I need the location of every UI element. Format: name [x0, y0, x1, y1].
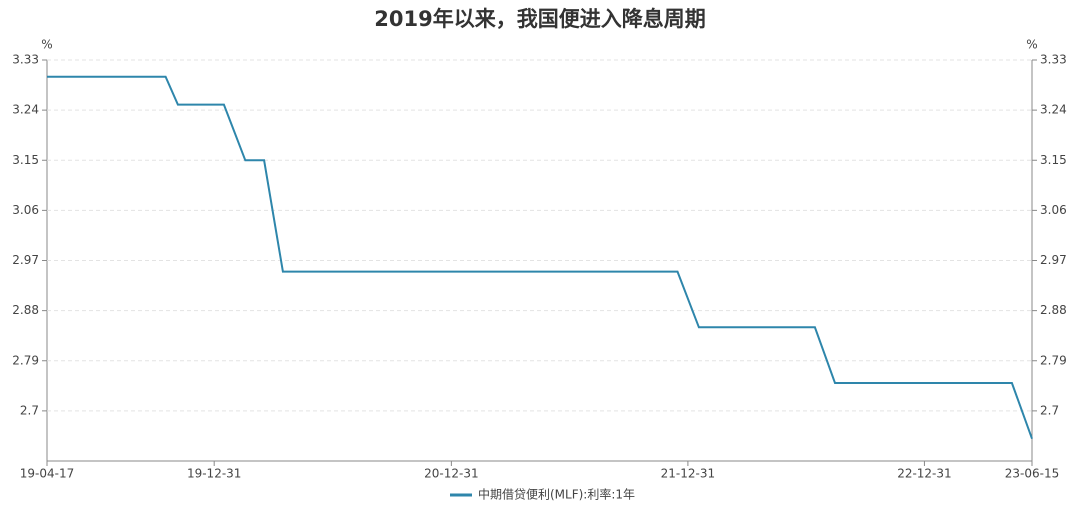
y-tick-label: 2.97 — [12, 253, 39, 267]
y-tick-label: 2.7 — [20, 403, 39, 417]
y2-tick-label: 3.06 — [1040, 203, 1067, 217]
x-tick-label: 19-04-17 — [20, 467, 74, 481]
y-axis-label: % — [41, 38, 52, 52]
y2-tick-label: 3.24 — [1040, 103, 1067, 117]
chart-title: 2019年以来，我国便进入降息周期 — [374, 7, 705, 31]
y2-tick-label: 3.15 — [1040, 153, 1067, 167]
y2-tick-label: 3.33 — [1040, 53, 1067, 67]
y-tick-label: 2.79 — [12, 353, 39, 367]
line — [47, 75, 1033, 440]
y2-tick-label: 2.7 — [1040, 403, 1059, 417]
x-tick-label: 21-12-31 — [661, 467, 715, 481]
y2-tick-label: 2.97 — [1040, 253, 1067, 267]
x-tick-label: 22-12-31 — [897, 467, 951, 481]
y-tick-label: 3.33 — [12, 53, 39, 67]
y2-tick-label: 2.88 — [1040, 303, 1067, 317]
y-tick-label: 2.88 — [12, 303, 39, 317]
y2-axis-label: % — [1026, 38, 1037, 52]
legend-label: 中期借贷便利(MLF):利率:1年 — [478, 487, 635, 502]
y-tick-label: 3.24 — [12, 103, 39, 117]
x-tick-label: 19-12-31 — [187, 467, 241, 481]
y-tick-label: 3.06 — [12, 203, 39, 217]
y2-tick-label: 2.79 — [1040, 353, 1067, 367]
x-tick-label: 20-12-31 — [424, 467, 478, 481]
y-tick-label: 3.15 — [12, 153, 39, 167]
x-tick-label: 23-06-15 — [1005, 467, 1059, 481]
